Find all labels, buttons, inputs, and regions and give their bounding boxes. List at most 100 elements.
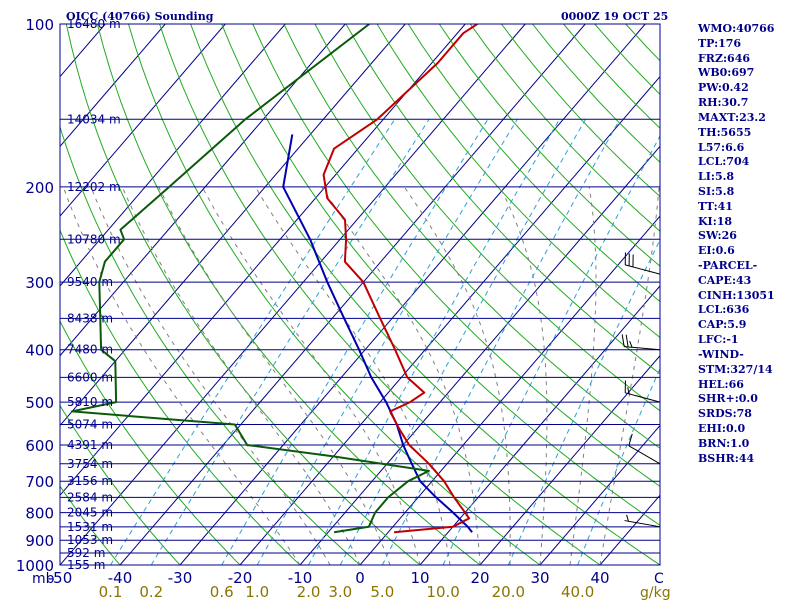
- sounding-profiles: [71, 24, 478, 534]
- sounding-time: 0000Z 19 OCT 25: [561, 10, 669, 23]
- mixing-ratio-line: [256, 119, 518, 565]
- mixing-ratio-label: 0.1: [99, 583, 123, 600]
- sounding-index-item: CAPE:43: [698, 273, 752, 287]
- temperature-tick-label: 30: [530, 569, 549, 587]
- height-label: 12202 m: [67, 180, 121, 194]
- sounding-index-item: LFC:-1: [698, 333, 739, 347]
- sounding-index-item: RH:30.7: [698, 96, 749, 110]
- isotherm-line: [179, 24, 646, 565]
- height-label: 10780 m: [67, 232, 121, 246]
- wind-barb-staff: [624, 520, 661, 528]
- sounding-index-item: EHI:0.0: [698, 421, 746, 435]
- mixing-ratio-label: 10.0: [426, 583, 459, 600]
- temperature-tick-label: -50: [48, 569, 73, 587]
- sounding-index-item: WB0:697: [698, 66, 755, 80]
- plot-border: [59, 23, 661, 566]
- dewpoint-trace: [71, 24, 430, 534]
- mixing-ratio-line: [381, 119, 621, 565]
- pressure-tick-label: 900: [25, 532, 54, 550]
- sounding-index-item: WMO:40766: [698, 22, 775, 35]
- height-label: 6600 m: [67, 370, 113, 384]
- height-label: 3156 m: [67, 474, 113, 488]
- height-label: 1053 m: [67, 533, 113, 547]
- sounding-index-item: FRZ:646: [698, 51, 751, 65]
- sounding-index-item: LI:5.8: [698, 170, 735, 184]
- sounding-index-item: LCL:636: [698, 303, 750, 317]
- sounding-index-item: TH:5655: [698, 125, 752, 139]
- wind-barb-staff: [625, 392, 661, 403]
- mixing-ratio-line: [110, 119, 396, 565]
- sounding-index-item: SRDS:78: [698, 407, 752, 421]
- sounding-index-item: SI:5.8: [698, 184, 735, 198]
- isotherm-line: [60, 24, 526, 565]
- pressure-tick-label: 500: [25, 394, 54, 412]
- wind-barb-staff: [624, 346, 661, 351]
- pressure-tick-label: 100: [25, 16, 54, 34]
- mixing-ratio-label: 20.0: [492, 583, 525, 600]
- temperature-tick-label: 20: [470, 569, 489, 587]
- mixing-ratio-label: 1.0: [245, 583, 269, 600]
- mixing-ratio-label: 40.0: [561, 583, 594, 600]
- sounding-index-item: PW:0.42: [698, 81, 749, 95]
- wind-barb-flag: [629, 340, 633, 348]
- height-label: 9540 m: [67, 275, 113, 289]
- pressure-tick-label: 1000: [16, 557, 54, 575]
- sounding-index-item: BSHR:44: [698, 451, 755, 465]
- mixing-ratio-label: 0.2: [139, 583, 163, 600]
- wind-barbs: [621, 252, 661, 528]
- moist-adiabat-line: [599, 186, 660, 565]
- sounding-index-item: TT:41: [698, 199, 733, 213]
- temperature-tick-labels: -50 -40 -30 -20 -10 0 10 20 30 40: [48, 569, 610, 587]
- x-axis-unit-label: C: [654, 571, 664, 587]
- mixing-ratio-label: 3.0: [328, 583, 352, 600]
- pressure-tick-label: 800: [25, 505, 54, 523]
- isotherm-line: [419, 285, 660, 565]
- temperature-tick-label: -20: [228, 569, 253, 587]
- height-label: 7480 m: [67, 343, 113, 357]
- wind-barb-flag: [626, 514, 629, 522]
- mixing-ratio-line: [507, 238, 660, 565]
- mixing-ratio-label: 5.0: [370, 583, 394, 600]
- mixing-ratio-unit-label: g/kg: [640, 585, 671, 600]
- mixing-ratio-label: 0.6: [210, 583, 234, 600]
- wind-barb-staff: [625, 264, 661, 275]
- height-label: 5810 m: [67, 395, 113, 409]
- isotherm-line: [60, 24, 226, 217]
- sounding-index-item: SW:26: [698, 229, 737, 243]
- temperature-tick-label: -40: [108, 569, 133, 587]
- pressure-tick-label: 200: [25, 179, 54, 197]
- sounding-index-item: LCL:704: [698, 155, 750, 169]
- sounding-index-item: KI:18: [698, 214, 733, 228]
- isotherm-line: [299, 145, 660, 565]
- sounding-index-item: -PARCEL-: [698, 259, 758, 272]
- sounding-index-item: EI:0.6: [698, 244, 735, 258]
- height-label: 4391 m: [67, 438, 113, 452]
- wind-barb-flag: [627, 387, 630, 394]
- pressure-tick-label: 400: [25, 342, 54, 360]
- sounding-index-item: L57:6.6: [698, 140, 745, 154]
- sounding-index-item: TP:176: [698, 36, 742, 50]
- temperature-tick-label: 40: [590, 569, 609, 587]
- temperature-trace: [322, 24, 478, 534]
- sounding-index-item: HEL:66: [698, 377, 744, 391]
- sounding-indices-list: WMO:40766 TP:176 FRZ:646 WB0:697 PW:0.42 RH:3…: [698, 22, 775, 466]
- height-label: 14034 m: [67, 112, 121, 126]
- sounding-index-item: STM:327/14: [698, 362, 773, 376]
- pressure-tick-label: 600: [25, 437, 54, 455]
- mixing-ratio-line: [221, 119, 489, 565]
- pressure-tick-label: 700: [25, 473, 54, 491]
- height-label: 1531 m: [67, 520, 113, 534]
- station-title: OICC (40766) Sounding: [66, 10, 214, 23]
- isotherm-line: [239, 75, 660, 565]
- isotherm-line: [60, 24, 166, 148]
- sounding-index-item: -WIND-: [698, 347, 744, 361]
- height-label: 5074 m: [67, 418, 113, 432]
- height-label: 592 m: [67, 546, 105, 560]
- height-label: 2584 m: [67, 490, 113, 504]
- wind-barb-flag: [621, 334, 625, 347]
- pressure-tick-label: 300: [25, 274, 54, 292]
- mixing-ratio-line: [308, 119, 560, 565]
- temperature-tick-label: 10: [410, 569, 429, 587]
